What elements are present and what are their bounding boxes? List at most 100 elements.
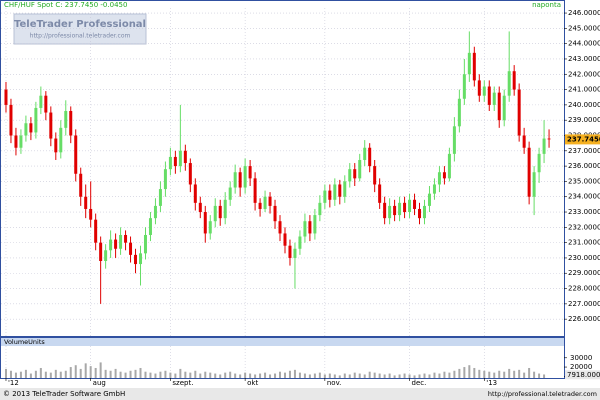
volume-bar — [224, 372, 227, 378]
volume-bar — [488, 371, 491, 378]
candle-body — [99, 242, 103, 262]
candle-body — [333, 184, 337, 200]
volume-bar — [159, 371, 162, 378]
volume-bar — [413, 375, 416, 378]
candle-body — [393, 205, 397, 216]
volume-bar — [533, 371, 536, 378]
y-tick-label: 227.0000 — [568, 300, 600, 308]
volume-bar — [498, 370, 501, 378]
volume-bar — [438, 373, 441, 378]
y-tick-label: 226.0000 — [568, 315, 600, 323]
candle-body — [447, 153, 451, 179]
y-tick-label: 241.0000 — [568, 86, 600, 94]
price-panel — [0, 0, 565, 337]
volume-bar — [154, 373, 157, 378]
watermark-title: TeleTrader Professional — [14, 19, 146, 30]
volume-bar — [418, 374, 421, 378]
volume-bar — [239, 374, 242, 378]
volume-bar — [328, 373, 331, 378]
volume-bar — [398, 374, 401, 378]
candle-body — [522, 135, 526, 148]
candle-body — [238, 172, 242, 188]
volume-bar — [453, 370, 456, 378]
candle-body — [74, 135, 78, 174]
candle-body — [183, 150, 187, 164]
candle-body — [64, 111, 68, 128]
candle-body — [243, 166, 247, 188]
volume-bar — [318, 372, 321, 378]
volume-bar — [388, 373, 391, 378]
volume-bar — [264, 372, 267, 378]
candle-body — [432, 184, 436, 194]
candle-body — [44, 95, 48, 113]
candle-body — [403, 202, 407, 213]
candle-body — [84, 196, 88, 209]
volume-bar — [39, 367, 42, 378]
volume-bar — [14, 372, 17, 378]
candle-body — [492, 92, 496, 105]
candle-body — [233, 172, 237, 188]
candle-body — [308, 221, 312, 234]
y-tick-label: 236.0000 — [568, 162, 600, 170]
volume-bar — [468, 365, 471, 378]
candle-body — [158, 189, 162, 206]
candle-body — [24, 123, 28, 136]
candle-body — [398, 202, 402, 216]
volume-bar — [99, 362, 102, 378]
volume-bar — [104, 369, 107, 378]
candle-body — [253, 178, 257, 203]
candle-body — [338, 184, 342, 197]
volume-bar — [59, 371, 62, 378]
x-tick-label: nov. — [327, 379, 342, 387]
candle-body — [263, 196, 267, 209]
y-tick-label: 240.0000 — [568, 101, 600, 109]
candle-body — [368, 147, 372, 167]
last-volume-label: 7918.0000 — [567, 371, 600, 379]
x-tick-label: '13 — [486, 379, 497, 387]
candle-body — [298, 236, 302, 249]
y-tick-label: 233.0000 — [568, 208, 600, 216]
y-tick-label: 229.0000 — [568, 269, 600, 277]
volume-bar — [49, 372, 52, 378]
volume-bar — [274, 373, 277, 378]
y-tick-label: 234.0000 — [568, 193, 600, 201]
candle-body — [54, 138, 58, 153]
x-tick-label: '12 — [8, 379, 19, 387]
volume-tick-label: 20000 — [570, 363, 592, 371]
volume-bar — [428, 374, 431, 378]
candle-body — [134, 254, 138, 265]
volume-bar — [254, 374, 257, 378]
candle-body — [502, 95, 506, 121]
candle-body — [532, 172, 536, 197]
volume-bar — [518, 369, 521, 378]
volume-title-bar — [1, 338, 564, 346]
volume-bar — [353, 372, 356, 378]
candle-body — [228, 187, 232, 200]
volume-bar — [358, 373, 361, 378]
volume-bar — [343, 373, 346, 378]
y-tick-label: 237.0000 — [568, 147, 600, 155]
candle-body — [203, 212, 207, 234]
candle-body — [109, 239, 113, 251]
candle-body — [213, 205, 217, 222]
last-price-label: 237.7450 — [567, 135, 600, 143]
candle-body — [487, 86, 491, 105]
candle-body — [452, 126, 456, 154]
volume-bar — [259, 373, 262, 378]
volume-bar — [523, 372, 526, 378]
volume-bar — [194, 370, 197, 378]
candle-body — [258, 202, 262, 209]
y-tick-label: 242.0000 — [568, 70, 600, 78]
candle-body — [313, 215, 317, 234]
volume-bar — [149, 372, 152, 378]
volume-bar — [74, 365, 77, 378]
volume-bar — [279, 371, 282, 378]
volume-bar — [503, 371, 506, 378]
last-volume-box — [565, 370, 600, 380]
candle-body — [482, 86, 486, 96]
candle-body — [442, 172, 446, 179]
candle-body — [328, 190, 332, 200]
candle-body — [408, 199, 412, 213]
volume-bar — [64, 370, 67, 378]
volume-bar — [84, 363, 87, 378]
